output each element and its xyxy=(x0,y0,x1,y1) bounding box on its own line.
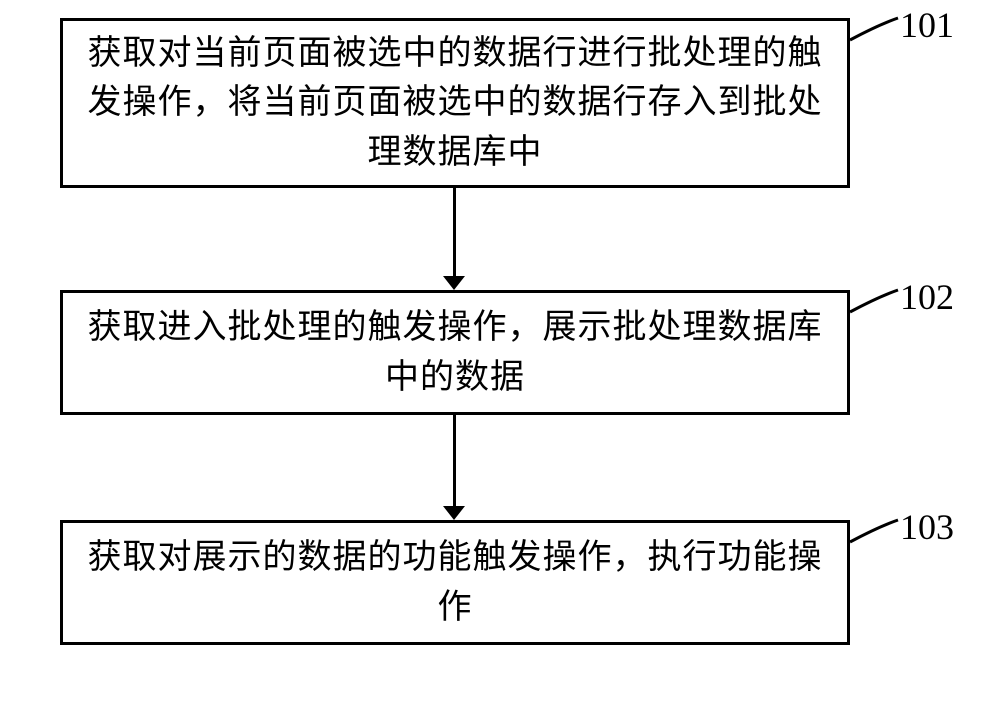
step-text-103: 获取对展示的数据的功能触发操作，执行功能操作 xyxy=(83,533,827,632)
step-box-101: 获取对当前页面被选中的数据行进行批处理的触发操作，将当前页面被选中的数据行存入到… xyxy=(60,18,850,188)
step-text-102: 获取进入批处理的触发操作，展示批处理数据库中的数据 xyxy=(83,303,827,402)
step-label-101: 101 xyxy=(900,4,954,46)
flowchart-container: 获取对当前页面被选中的数据行进行批处理的触发操作，将当前页面被选中的数据行存入到… xyxy=(0,0,1000,701)
arrow-line-1 xyxy=(453,188,456,278)
arrow-head-2 xyxy=(443,506,465,520)
step-box-103: 获取对展示的数据的功能触发操作，执行功能操作 xyxy=(60,520,850,645)
step-text-101: 获取对当前页面被选中的数据行进行批处理的触发操作，将当前页面被选中的数据行存入到… xyxy=(83,29,827,177)
step-label-102: 102 xyxy=(900,276,954,318)
arrow-head-1 xyxy=(443,276,465,290)
arrow-line-2 xyxy=(453,415,456,508)
step-box-102: 获取进入批处理的触发操作，展示批处理数据库中的数据 xyxy=(60,290,850,415)
step-label-103: 103 xyxy=(900,506,954,548)
